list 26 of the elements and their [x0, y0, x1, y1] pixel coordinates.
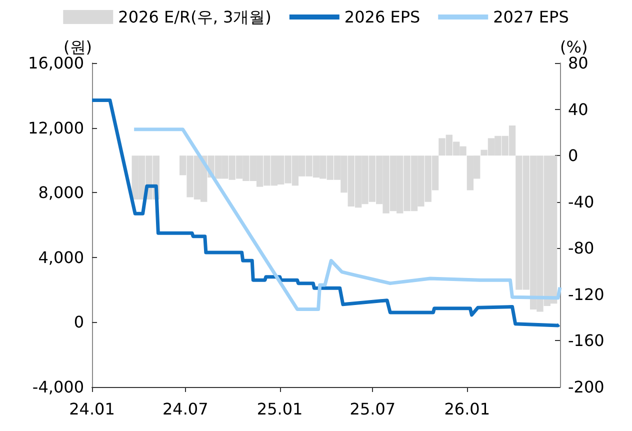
y2-tick-label: -80	[568, 238, 594, 258]
y2-tick-label: 0	[568, 146, 578, 166]
y-tick-label: 12,000	[28, 118, 84, 138]
line-series	[90, 98, 561, 328]
y2-tick-label: -40	[568, 192, 594, 212]
x-tick-label: 25.07	[350, 400, 396, 418]
x-tick-label: 24.07	[162, 400, 208, 418]
x-tick-label: 24.01	[69, 400, 115, 418]
y-tick-label: 4,000	[38, 248, 84, 267]
y2-tick-label: -120	[568, 284, 604, 304]
x-tick-label: 26.01	[444, 400, 490, 418]
y-tick-label: 0	[74, 312, 84, 332]
y-axis-title: (원)	[64, 38, 92, 56]
y-tick-label: 8,000	[38, 183, 84, 202]
legend-label: 2026 E/R(우, 3개월)	[118, 8, 272, 26]
legend-label: 2027 EPS	[493, 8, 569, 26]
x-tick-label: 25.01	[256, 400, 303, 418]
y-tick-label: -4,000	[32, 378, 84, 396]
y2-tick-label: 40	[568, 100, 588, 119]
line-series	[132, 128, 562, 311]
legend-label: 2026 EPS	[344, 8, 420, 26]
y2-tick-label: 80	[568, 54, 588, 72]
y2-tick-label: -160	[568, 331, 604, 350]
y-tick-label: 16,000	[28, 54, 84, 72]
y2-tick-label: -200	[568, 378, 604, 396]
y2-axis-title: (%)	[560, 38, 588, 56]
